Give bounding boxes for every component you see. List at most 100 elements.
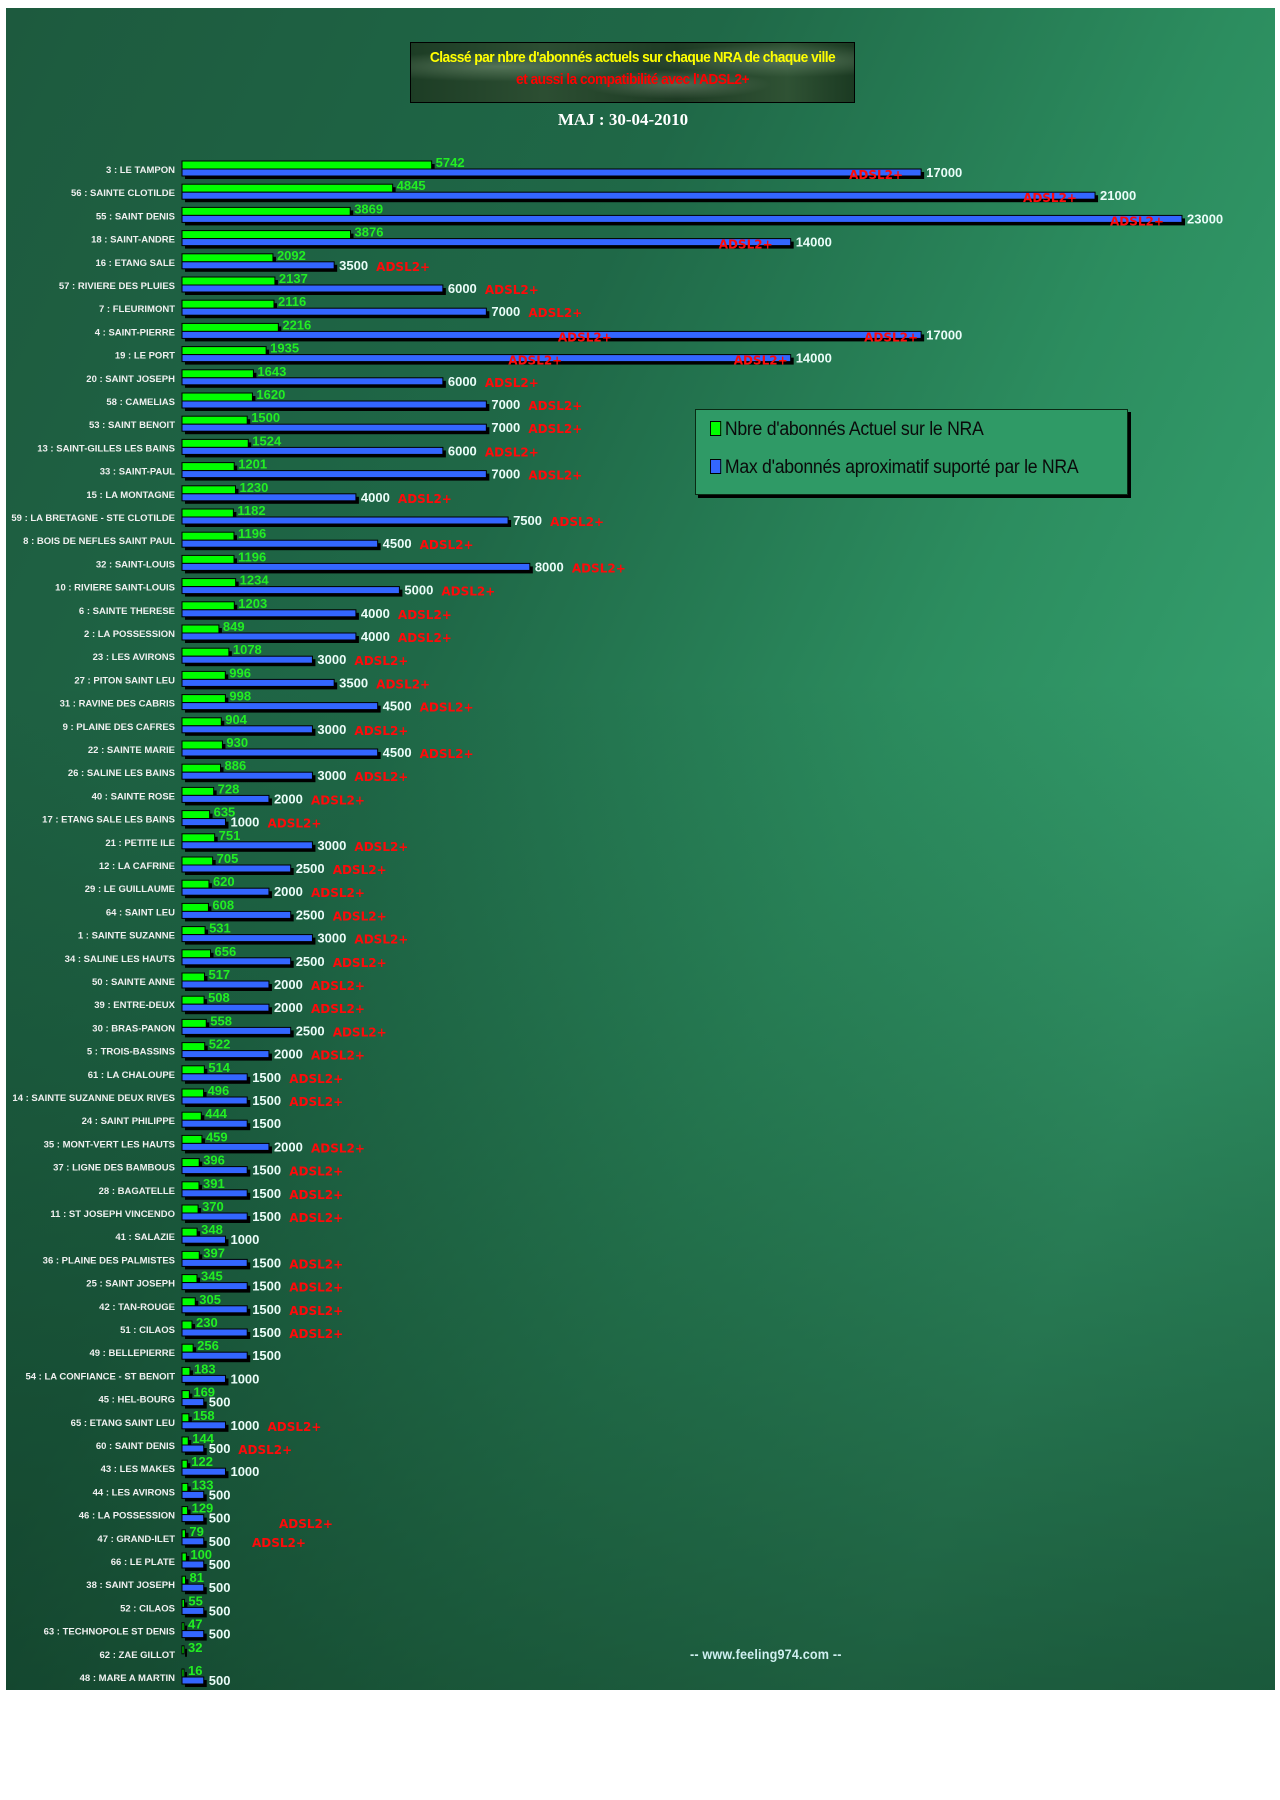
bar-current: [181, 508, 234, 518]
category-label: 66 : LE PLATE: [111, 1557, 175, 1568]
category-label: 22 : SAINTE MARIE: [88, 745, 175, 756]
bar-max: [181, 702, 379, 711]
value-label-current: 144: [192, 1431, 214, 1446]
bar-max: [181, 539, 379, 548]
value-label-max: 4500: [383, 536, 412, 551]
bar-max: [181, 214, 1183, 223]
bar-max: [181, 678, 335, 687]
value-label-max: 1500: [252, 1070, 281, 1085]
category-label: 41 : SALAZIE: [115, 1232, 175, 1243]
value-label-current: 517: [208, 967, 230, 982]
adsl-marker: ADSL2+: [485, 283, 539, 297]
category-label: 33 : SAINT-PAUL: [100, 467, 176, 478]
bar-current: [181, 1575, 187, 1585]
category-label: 47 : GRAND-ILET: [97, 1534, 175, 1545]
bar-current: [181, 230, 352, 240]
category-label: 31 : RAVINE DES CABRIS: [60, 699, 175, 710]
bar-current: [181, 1343, 194, 1353]
category-label: 62 : ZAE GILLOT: [100, 1650, 176, 1661]
bar-max: [181, 354, 792, 363]
value-label-max: 2000: [274, 1000, 303, 1015]
bar-current-shadow: [185, 1556, 190, 1564]
value-label-max: 1500: [252, 1116, 281, 1131]
category-label: 20 : SAINT JOSEPH: [86, 374, 175, 385]
bar-current: [181, 624, 220, 634]
category-label: 60 : SAINT DENIS: [96, 1441, 175, 1452]
value-label-max: 17000: [926, 327, 962, 342]
bar-max: [181, 516, 509, 525]
bar-current: [181, 485, 236, 495]
adsl-marker: ADSL2+: [550, 515, 604, 529]
adsl-marker: ADSL2+: [354, 654, 408, 668]
category-label: 54 : LA CONFIANCE - ST BENOIT: [25, 1371, 175, 1382]
value-label-max: 1000: [230, 1371, 259, 1386]
legend-label-current: Nbre d'abonnés Actuel sur le NRA: [724, 419, 984, 440]
bar-max: [181, 168, 922, 177]
bar-current: [181, 1622, 185, 1632]
value-label-max: 2000: [274, 977, 303, 992]
legend-item-current: Nbre d'abonnés Actuel sur le NRA: [710, 419, 984, 441]
adsl-marker: ADSL2+: [398, 608, 452, 622]
category-label: 9 : PLAINE DES CAFRES: [63, 722, 175, 733]
legend-swatch-green: [710, 421, 722, 436]
bar-max: [181, 609, 357, 618]
adsl-marker: ADSL2+: [289, 1211, 343, 1225]
bar-current: [181, 1111, 202, 1121]
value-label-current: 886: [225, 758, 247, 773]
value-label-max: 4500: [383, 745, 412, 760]
bar-max: [181, 400, 487, 409]
value-label-max: 7500: [513, 513, 542, 528]
adsl-marker: ADSL2+: [267, 817, 321, 831]
category-label: 12 : LA CAFRINE: [99, 861, 175, 872]
adsl-marker: ADSL2+: [289, 1304, 343, 1318]
category-label: 25 : SAINT JOSEPH: [86, 1279, 175, 1290]
value-label-current: 32: [188, 1640, 202, 1655]
bar-current: [181, 462, 235, 472]
adsl-marker: ADSL2+: [289, 1188, 343, 1202]
value-label-current: 1643: [257, 364, 286, 379]
value-label-current: 1201: [238, 457, 267, 472]
value-label-max: 23000: [1187, 211, 1223, 226]
value-label-current: 129: [192, 1501, 214, 1516]
category-label: 36 : PLAINE DES PALMISTES: [43, 1255, 175, 1266]
value-label-current: 930: [226, 735, 248, 750]
bar-current: [181, 1459, 188, 1469]
bar-current: [181, 1390, 190, 1400]
bar-max: [181, 1096, 248, 1105]
bar-max: [181, 377, 444, 386]
category-label: 63 : TECHNOPOLE ST DENIS: [44, 1627, 175, 1638]
value-label-max: 2500: [296, 861, 325, 876]
adsl-marker: ADSL2+: [864, 330, 918, 344]
value-label-current: 345: [201, 1269, 223, 1284]
bar-max: [181, 238, 792, 247]
value-label-max: 500: [209, 1511, 231, 1526]
category-label: 45 : HEL-BOURG: [98, 1395, 175, 1406]
value-label-max: 1500: [252, 1186, 281, 1201]
value-label-max: 1500: [252, 1325, 281, 1340]
value-label-current: 996: [229, 665, 251, 680]
value-label-max: 6000: [448, 281, 477, 296]
category-label: 16 : ETANG SALE: [95, 258, 175, 269]
adsl-marker: ADSL2+: [420, 538, 474, 552]
value-label-current: 1500: [251, 410, 280, 425]
category-label: 21 : PETITE ILE: [105, 838, 175, 849]
adsl-marker: ADSL2+: [289, 1165, 343, 1179]
value-label-max: 3500: [339, 675, 368, 690]
value-label-max: 1000: [230, 1464, 259, 1479]
value-label-max: 7000: [491, 467, 520, 482]
value-label-max: 1500: [252, 1302, 281, 1317]
bar-current: [181, 879, 210, 889]
bar-current: [181, 276, 276, 286]
adsl-marker: ADSL2+: [289, 1072, 343, 1086]
bar-max: [181, 284, 444, 293]
category-label: 58 : CAMELIAS: [106, 397, 175, 408]
value-label-max: 500: [209, 1580, 231, 1595]
bar-current: [181, 1204, 199, 1214]
adsl-marker: ADSL2+: [441, 585, 495, 599]
bar-max: [181, 864, 292, 873]
adsl-marker: ADSL2+: [311, 886, 365, 900]
category-label: 39 : ENTRE-DEUX: [94, 1000, 175, 1011]
bar-chart: 3 : LE TAMPON 17000 5742 ADSL2+ 56 : SAINTE …: [11, 155, 1223, 1688]
adsl-marker: ADSL2+: [289, 1095, 343, 1109]
bar-max: [181, 1142, 270, 1151]
